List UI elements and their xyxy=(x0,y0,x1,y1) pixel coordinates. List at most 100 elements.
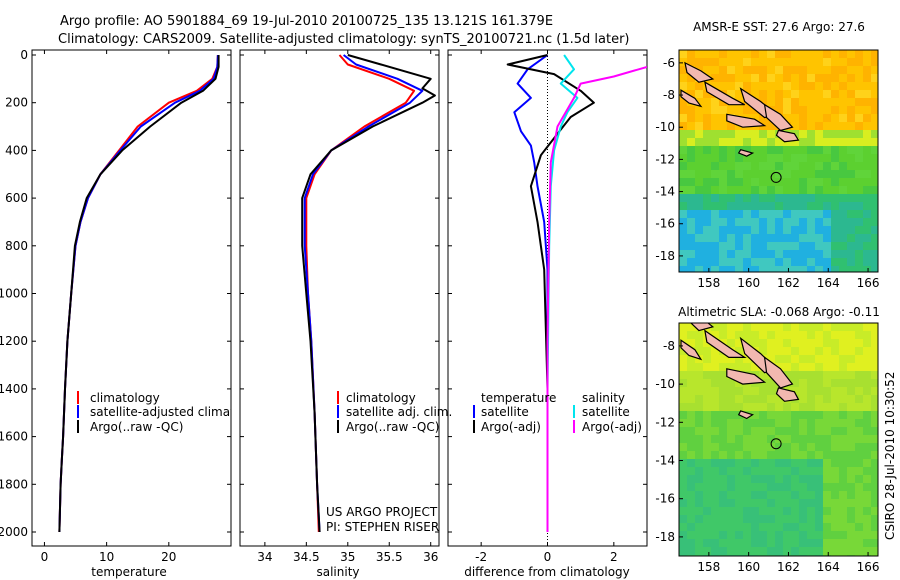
map-cell xyxy=(815,58,824,67)
map-cell xyxy=(855,114,864,123)
map-cell xyxy=(831,250,840,259)
map-cell xyxy=(775,66,784,75)
map-cell xyxy=(807,58,816,67)
series-group xyxy=(301,54,436,533)
map-cell xyxy=(855,411,864,420)
depth-tick-label: 800 xyxy=(5,239,28,253)
map-cell xyxy=(711,66,720,75)
map-cell xyxy=(719,266,728,272)
map-cell xyxy=(695,258,704,267)
island-shape xyxy=(726,368,767,385)
map-cell xyxy=(823,210,832,219)
map-cell xyxy=(847,138,856,147)
map-cell xyxy=(703,154,712,163)
map-cell xyxy=(687,202,696,211)
map-cell xyxy=(727,403,736,412)
map-cell xyxy=(839,547,848,556)
map-cell xyxy=(799,170,808,179)
map-cell xyxy=(815,178,824,187)
map-cell xyxy=(807,234,816,243)
figure-subtitle: Climatology: CARS2009. Satellite-adjuste… xyxy=(58,32,630,47)
map-cell xyxy=(719,234,728,243)
lat-tick-label: -18 xyxy=(655,249,675,263)
map-cell xyxy=(751,242,760,251)
map-cell xyxy=(679,515,688,524)
map-cell xyxy=(799,491,808,500)
map-cell xyxy=(799,194,808,203)
map-cell xyxy=(687,323,696,332)
map-cell xyxy=(735,483,744,492)
map-cell xyxy=(703,218,712,227)
map-cell xyxy=(783,331,792,340)
map-cell xyxy=(863,58,872,67)
map-cell xyxy=(815,323,824,332)
map-cell xyxy=(775,483,784,492)
map-cell xyxy=(775,162,784,171)
map-cell xyxy=(855,186,864,195)
map-cell xyxy=(871,395,878,404)
map-cell xyxy=(847,363,856,372)
map-cell xyxy=(791,443,800,452)
map-cell xyxy=(687,178,696,187)
map-cell xyxy=(775,395,784,404)
map-cell xyxy=(799,82,808,91)
map-cell xyxy=(775,411,784,420)
map-cell xyxy=(735,467,744,476)
map-cell xyxy=(775,403,784,412)
map-cell xyxy=(831,443,840,452)
map-cell xyxy=(839,459,848,468)
map-cell xyxy=(719,242,728,251)
map-cell xyxy=(719,355,728,364)
map-cell xyxy=(719,403,728,412)
map-cell xyxy=(727,475,736,484)
x-tick-label: 2 xyxy=(610,550,618,564)
map-cell xyxy=(807,459,816,468)
map-cell xyxy=(863,138,872,147)
map-cell xyxy=(783,194,792,203)
map-cell xyxy=(743,435,752,444)
map-cell xyxy=(695,170,704,179)
map-cell xyxy=(767,162,776,171)
map-cell xyxy=(815,258,824,267)
map-cell xyxy=(687,539,696,548)
map-cell xyxy=(791,202,800,211)
map-cell xyxy=(759,186,768,195)
map-cell xyxy=(823,347,832,356)
map-cell xyxy=(855,499,864,508)
map-cell xyxy=(815,435,824,444)
map-cell xyxy=(743,475,752,484)
map-cell xyxy=(679,427,688,436)
map-cell xyxy=(751,234,760,243)
map-cell xyxy=(823,122,832,131)
map-cell xyxy=(863,531,872,540)
map-cell xyxy=(815,427,824,436)
map-cell xyxy=(783,90,792,99)
map-cell xyxy=(751,523,760,532)
map-cell xyxy=(863,170,872,179)
map-cell xyxy=(767,74,776,83)
map-cell xyxy=(807,363,816,372)
map-cell xyxy=(679,483,688,492)
map-cell xyxy=(799,371,808,380)
map-cell xyxy=(855,170,864,179)
map-cell xyxy=(823,323,832,332)
map-cell xyxy=(679,242,688,251)
lat-tick-label: -6 xyxy=(663,56,675,70)
map-cell xyxy=(735,146,744,155)
map-cell xyxy=(695,411,704,420)
map-cell xyxy=(791,491,800,500)
map-cell xyxy=(831,266,840,272)
map-cell xyxy=(719,507,728,516)
map-cell xyxy=(775,170,784,179)
map-cell xyxy=(815,234,824,243)
map-cell xyxy=(687,427,696,436)
map-cell xyxy=(775,539,784,548)
map-cell xyxy=(831,459,840,468)
map-cell xyxy=(791,331,800,340)
map-cell xyxy=(767,218,776,227)
map-cell xyxy=(695,395,704,404)
map-cell xyxy=(831,331,840,340)
map-cell xyxy=(775,499,784,508)
map-cell xyxy=(703,507,712,516)
map-cell xyxy=(783,258,792,267)
